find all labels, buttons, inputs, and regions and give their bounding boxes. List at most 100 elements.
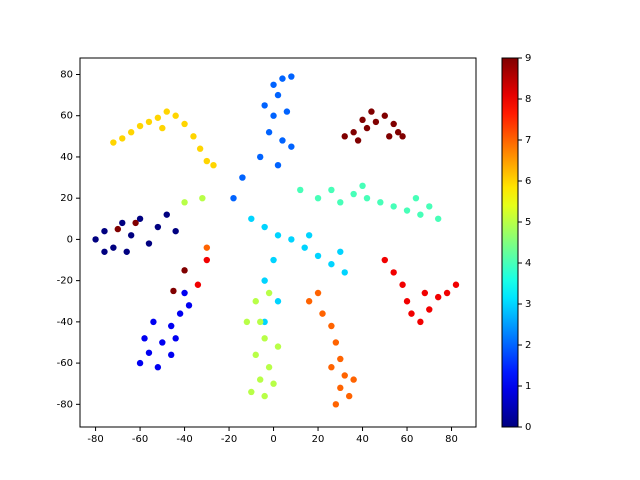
- point: [127, 232, 135, 239]
- point: [443, 289, 451, 297]
- point: [337, 384, 344, 392]
- point: [386, 133, 393, 140]
- point: [337, 355, 344, 363]
- point: [332, 401, 340, 408]
- point: [159, 339, 166, 346]
- point: [145, 118, 153, 126]
- point: [394, 129, 402, 136]
- point: [123, 248, 130, 255]
- colorbar-tick-label: 1: [525, 381, 531, 392]
- point: [176, 310, 184, 317]
- point: [279, 75, 286, 82]
- point: [181, 289, 188, 297]
- point: [412, 194, 420, 202]
- y-tick-label: -60: [57, 358, 73, 369]
- point: [359, 182, 366, 190]
- point: [136, 122, 144, 130]
- x-tick-label: 20: [312, 434, 325, 445]
- colorbar-tick-label: 5: [525, 217, 531, 228]
- x-tick-label: -20: [221, 434, 237, 445]
- x-tick-label: -60: [132, 434, 148, 445]
- point: [154, 114, 162, 121]
- point: [265, 364, 273, 371]
- colorbar-tick-label: 4: [525, 258, 531, 269]
- point: [408, 310, 415, 317]
- point: [270, 256, 277, 264]
- point: [248, 215, 255, 222]
- point: [274, 161, 282, 169]
- point: [426, 306, 433, 313]
- point: [328, 186, 335, 194]
- point: [328, 364, 335, 371]
- point: [350, 376, 357, 383]
- point: [110, 139, 117, 146]
- colorbar-tick-label: 3: [525, 299, 531, 310]
- point: [203, 256, 211, 264]
- point: [172, 112, 179, 119]
- point: [261, 392, 268, 400]
- point: [288, 143, 295, 150]
- point: [150, 318, 157, 326]
- point: [203, 157, 211, 165]
- point: [265, 129, 273, 136]
- point: [332, 339, 340, 346]
- point: [279, 137, 286, 144]
- point: [210, 161, 217, 169]
- y-tick-label: 60: [60, 111, 73, 122]
- point: [132, 219, 139, 227]
- plot-area: [92, 73, 460, 408]
- point: [248, 388, 255, 396]
- point: [196, 145, 204, 152]
- y-tick-label: 0: [67, 234, 73, 245]
- colorbar-tick-label: 2: [525, 340, 531, 351]
- point: [399, 281, 406, 288]
- point: [390, 203, 397, 210]
- point: [270, 112, 277, 119]
- point: [314, 252, 322, 260]
- x-tick-label: -80: [87, 434, 103, 445]
- point: [92, 236, 99, 243]
- point: [403, 298, 411, 305]
- point: [274, 91, 282, 99]
- point: [168, 351, 175, 359]
- point: [417, 318, 424, 326]
- point: [168, 322, 175, 330]
- point: [163, 211, 170, 218]
- colorbar-tick-label: 8: [525, 94, 531, 105]
- point: [345, 392, 353, 400]
- point: [230, 194, 237, 202]
- point: [181, 199, 188, 206]
- point: [172, 335, 179, 342]
- point: [337, 248, 344, 255]
- point: [434, 215, 442, 222]
- point: [328, 260, 335, 268]
- point: [319, 310, 326, 317]
- point: [243, 318, 251, 326]
- point: [190, 133, 197, 140]
- point: [381, 256, 388, 264]
- point: [261, 223, 268, 231]
- point: [141, 335, 148, 342]
- point: [261, 335, 268, 342]
- point: [341, 269, 348, 276]
- point: [270, 81, 277, 88]
- point: [350, 190, 357, 198]
- point: [452, 281, 460, 288]
- point: [328, 322, 335, 330]
- point: [145, 240, 153, 247]
- point: [199, 194, 206, 202]
- colorbar: [501, 57, 519, 428]
- point: [257, 376, 264, 383]
- x-tick-label: 40: [356, 434, 369, 445]
- point: [261, 277, 268, 284]
- point: [159, 124, 166, 132]
- point: [163, 108, 170, 115]
- point: [257, 153, 264, 161]
- axes-frame: [79, 57, 477, 428]
- point: [297, 186, 304, 194]
- point: [390, 120, 397, 128]
- point: [170, 287, 177, 295]
- point: [181, 267, 188, 274]
- point: [341, 372, 348, 379]
- point: [274, 232, 282, 239]
